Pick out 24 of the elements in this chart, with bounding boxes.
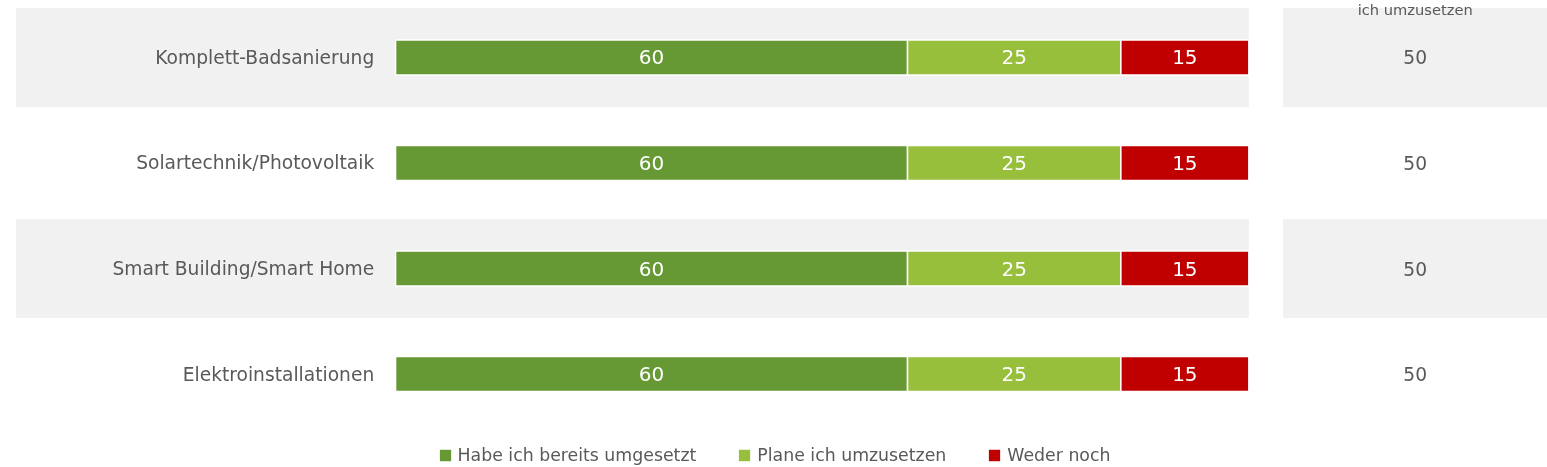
data-label: 60 [638, 150, 665, 175]
data-label: 60 [638, 256, 665, 281]
data-label: 25 [1001, 45, 1027, 70]
y-tick-label: Solartechnik/Photovoltaik [136, 152, 375, 174]
legend-label: Weder noch [1007, 445, 1111, 465]
data-label: 25 [1001, 256, 1027, 281]
data-label: 15 [1172, 150, 1198, 175]
data-label: 15 [1172, 362, 1198, 387]
y-tick-label: Komplett-Badsanierung [155, 46, 375, 68]
data-label: 60 [638, 45, 665, 70]
text: 50 [1403, 258, 1428, 280]
text: ich umzusetzen [1357, 0, 1473, 18]
y-tick-label: Elektroinstallationen [182, 363, 375, 385]
legend-label: Habe ich bereits umgesetzt [457, 445, 697, 465]
text: 50 [1403, 47, 1428, 69]
data-label: 25 [1001, 362, 1027, 387]
data-label: 15 [1172, 256, 1198, 281]
data-label: 60 [638, 362, 665, 387]
y-tick-label: Smart Building/Smart Home [112, 258, 375, 279]
text: 50 [1403, 364, 1428, 386]
text: 50 [1403, 152, 1428, 174]
data-label: 25 [1001, 150, 1027, 175]
legend-label: Plane ich umzusetzen [757, 445, 947, 465]
data-label: 15 [1172, 45, 1198, 70]
